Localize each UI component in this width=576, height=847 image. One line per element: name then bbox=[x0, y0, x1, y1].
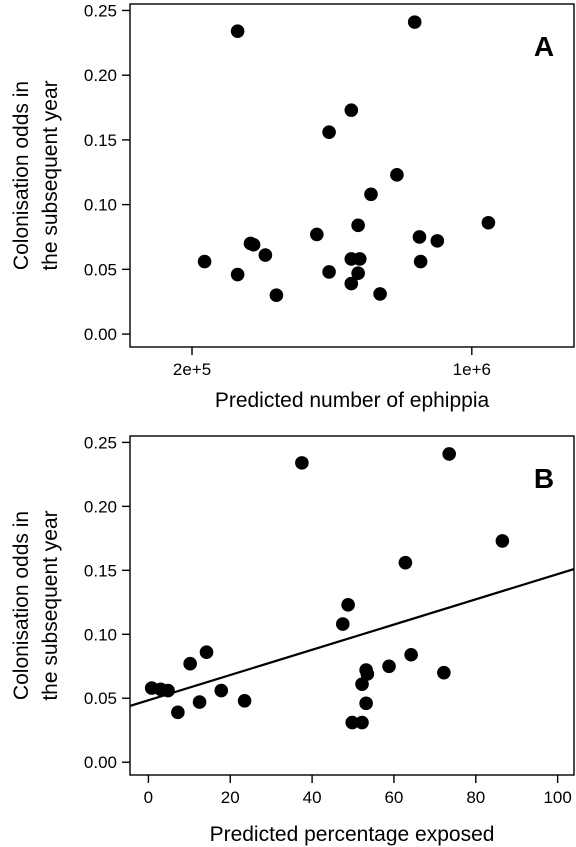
data-point bbox=[430, 234, 445, 248]
data-point bbox=[269, 288, 284, 303]
data-point bbox=[345, 715, 360, 730]
y-tick-label: 0.00 bbox=[84, 753, 117, 772]
data-point bbox=[230, 267, 245, 282]
y-axis-title-line2: the subsequent year bbox=[39, 510, 62, 700]
data-point bbox=[322, 125, 336, 139]
x-tick-label: 60 bbox=[384, 788, 403, 807]
data-point bbox=[171, 705, 185, 720]
plot-frame bbox=[129, 435, 575, 776]
data-point bbox=[258, 248, 273, 262]
data-point bbox=[364, 187, 378, 202]
data-point bbox=[404, 647, 418, 662]
x-tick-label: 100 bbox=[543, 788, 571, 807]
data-point bbox=[355, 677, 369, 691]
data-point bbox=[407, 15, 422, 29]
regression-line bbox=[130, 567, 574, 707]
data-point bbox=[344, 103, 359, 117]
data-point bbox=[344, 276, 359, 291]
y-tick-label: 0.25 bbox=[84, 433, 117, 452]
x-tick-label: 0 bbox=[144, 788, 153, 807]
data-point bbox=[390, 168, 404, 182]
data-point bbox=[413, 254, 428, 269]
data-point bbox=[359, 696, 373, 711]
data-point bbox=[295, 456, 309, 470]
data-point bbox=[495, 534, 510, 548]
x-tick-label: 40 bbox=[303, 788, 322, 807]
data-point bbox=[481, 215, 496, 230]
data-point bbox=[373, 287, 387, 301]
data-point bbox=[237, 694, 252, 708]
y-tick-label: 0.25 bbox=[84, 1, 117, 20]
data-point bbox=[360, 667, 375, 681]
panel-label: B bbox=[534, 463, 554, 494]
chart-panel-B: 0.00 0.05 0.10 0.15 0.20 0.25 0 20 40 60 80 100 Pred… bbox=[10, 433, 575, 846]
data-point bbox=[322, 265, 336, 279]
data-point bbox=[214, 683, 229, 698]
x-tick-label: 2e+5 bbox=[173, 360, 211, 379]
y-axis-title-line2: the subsequent year bbox=[39, 80, 62, 270]
y-tick-label: 0.10 bbox=[84, 625, 117, 644]
data-point bbox=[351, 266, 365, 281]
y-tick-label: 0.05 bbox=[84, 260, 117, 279]
data-point bbox=[412, 230, 427, 244]
x-axis-title: Predicted percentage exposed bbox=[210, 823, 495, 846]
data-point bbox=[230, 24, 245, 38]
x-tick-label: 80 bbox=[466, 788, 485, 807]
x-tick-label: 20 bbox=[221, 788, 240, 807]
panel-label: A bbox=[534, 31, 554, 62]
data-point bbox=[398, 555, 413, 570]
y-tick-label: 0.20 bbox=[84, 497, 117, 516]
data-point bbox=[382, 659, 396, 674]
y-tick-label: 0.00 bbox=[84, 325, 117, 344]
data-point bbox=[341, 598, 355, 612]
data-point bbox=[352, 252, 367, 266]
data-point bbox=[355, 715, 369, 730]
y-tick-label: 0.10 bbox=[84, 196, 117, 215]
x-axis-title: Predicted number of ephippia bbox=[215, 389, 490, 412]
y-axis-title-line1: Colonisation odds in bbox=[10, 511, 33, 700]
y-tick-label: 0.15 bbox=[84, 561, 117, 580]
data-point bbox=[183, 656, 197, 671]
y-axis-title-line1: Colonisation odds in bbox=[10, 81, 33, 270]
data-point bbox=[351, 218, 365, 233]
y-tick-label: 0.15 bbox=[84, 131, 117, 150]
data-point bbox=[310, 227, 324, 242]
y-tick-label: 0.05 bbox=[84, 689, 117, 708]
chart-panel-A: 0.00 0.05 0.10 0.15 0.20 0.25 2e+5 1e+6 Predicte… bbox=[10, 1, 575, 412]
plot-frame bbox=[129, 3, 575, 348]
data-point bbox=[161, 683, 175, 698]
data-point bbox=[199, 645, 214, 659]
x-tick-label: 1e+6 bbox=[453, 360, 491, 379]
data-point bbox=[335, 617, 350, 631]
data-point bbox=[192, 695, 207, 709]
data-point bbox=[442, 447, 456, 461]
data-point bbox=[437, 665, 451, 680]
data-point bbox=[197, 254, 212, 269]
data-point bbox=[246, 237, 261, 252]
y-tick-label: 0.20 bbox=[84, 66, 117, 85]
